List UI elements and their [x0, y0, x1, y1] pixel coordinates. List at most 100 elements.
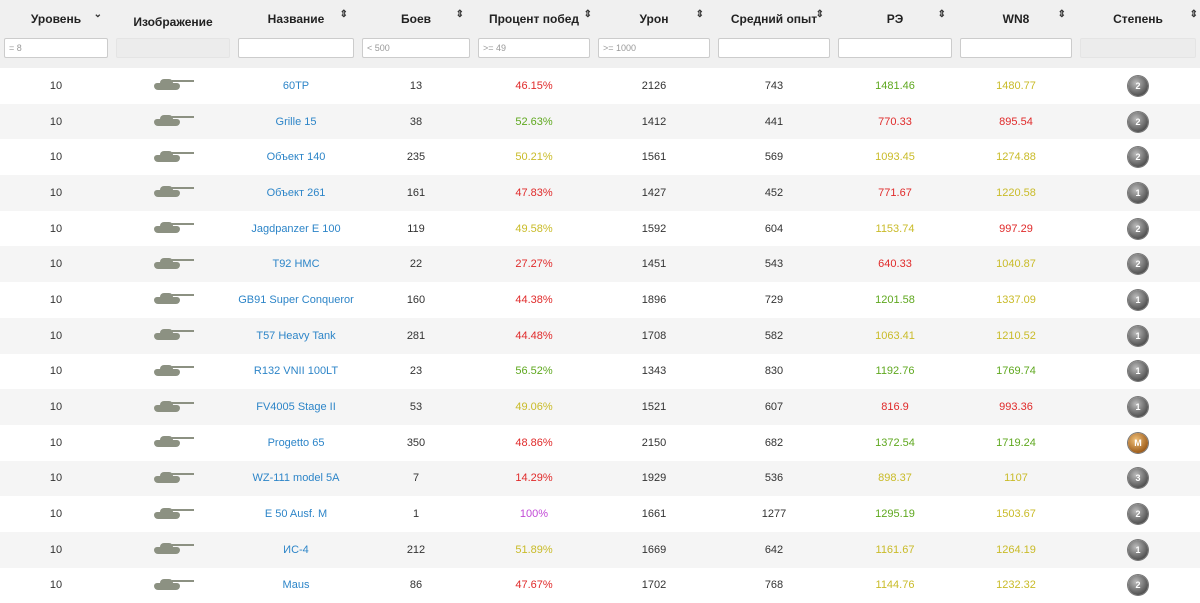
- winrate-cell: 100%: [519, 508, 549, 521]
- tank-name-link[interactable]: Jagdpanzer E 100: [251, 222, 341, 235]
- damage-filter[interactable]: [598, 38, 710, 58]
- tank-name-link[interactable]: T57 Heavy Tank: [256, 329, 336, 342]
- re-cell: 1153.74: [875, 222, 915, 235]
- tank-image: [112, 389, 234, 425]
- tank-name-link[interactable]: FV4005 Stage II: [256, 401, 336, 414]
- battles-cell: 350: [406, 436, 426, 449]
- winrate-cell: 14.29%: [515, 472, 553, 485]
- xp-cell: 642: [764, 543, 784, 556]
- table-row[interactable]: 10 FV4005 Stage II 53 49.06% 1521 607 81…: [0, 389, 1200, 425]
- tank-name-link[interactable]: WZ-111 model 5A: [252, 472, 340, 485]
- re-cell: 1481.46: [875, 79, 915, 92]
- table-row[interactable]: 10 E 50 Ausf. M 1 100% 1661 1277 1295.19…: [0, 496, 1200, 532]
- table-row[interactable]: 10 ИС-4 212 51.89% 1669 642 1161.67 1264…: [0, 531, 1200, 568]
- tank-image: [112, 175, 234, 211]
- tank-name-link[interactable]: Объект 140: [266, 151, 326, 164]
- tank-image: [112, 211, 234, 247]
- tank-image: [112, 461, 234, 497]
- sort-icon: ⇕: [695, 9, 704, 20]
- winrate-cell: 47.83%: [515, 186, 553, 199]
- mastery-badge-icon: 2: [1128, 218, 1148, 239]
- filter-row: [0, 38, 1200, 68]
- mastery-cell: 2: [1076, 211, 1200, 247]
- mastery-cell: M: [1076, 425, 1200, 461]
- level-filter[interactable]: [4, 38, 108, 58]
- tank-name-link[interactable]: Grille 15: [275, 115, 317, 128]
- tank-name-link[interactable]: E 50 Ausf. M: [264, 508, 328, 521]
- battles-cell: 119: [407, 222, 425, 235]
- level-cell: 10: [49, 436, 63, 449]
- tank-image: [112, 354, 234, 390]
- tank-image: [112, 282, 234, 318]
- table-row[interactable]: 10 Grille 15 38 52.63% 1412 441 770.33 8…: [0, 103, 1200, 140]
- wn8-filter[interactable]: [960, 38, 1072, 58]
- table-row[interactable]: 10 T57 Heavy Tank 281 44.48% 1708 582 10…: [0, 317, 1200, 354]
- tank-name-link[interactable]: T92 HMC: [272, 258, 320, 271]
- tank-name-link[interactable]: R132 VNII 100LT: [253, 365, 339, 378]
- table-row[interactable]: 10 Объект 261 161 47.83% 1427 452 771.67…: [0, 175, 1200, 211]
- sort-icon: ⇕: [1189, 9, 1198, 20]
- header-row: Уровень ⌄ Изображение Название ⇕ Боев ⇕ Про…: [0, 0, 1200, 38]
- level-cell: 10: [49, 79, 63, 92]
- re-cell: 1161.67: [875, 543, 915, 556]
- mastery-cell: 2: [1076, 568, 1200, 603]
- header-re[interactable]: РЭ ⇕: [834, 0, 956, 38]
- table-row[interactable]: 10 R132 VNII 100LT 23 56.52% 1343 830 11…: [0, 354, 1200, 390]
- header-name[interactable]: Название ⇕: [234, 0, 358, 38]
- tank-icon: [148, 541, 198, 555]
- mastery-cell: 3: [1076, 461, 1200, 497]
- table-row[interactable]: 10 Maus 86 47.67% 1702 768 1144.76 1232.…: [0, 568, 1200, 603]
- tank-image: [112, 246, 234, 282]
- mastery-cell: 1: [1076, 389, 1200, 425]
- xp-cell: 604: [764, 222, 784, 235]
- wn8-cell: 1480.77: [996, 79, 1036, 92]
- tank-image: [112, 139, 234, 175]
- tank-name-link[interactable]: ИС-4: [283, 543, 309, 556]
- table-row[interactable]: 10 60TP 13 46.15% 2126 743 1481.46 1480.…: [0, 68, 1200, 104]
- mastery-badge-icon: 1: [1128, 325, 1148, 346]
- mastery-badge-icon: 1: [1128, 289, 1148, 310]
- xp-cell: 582: [764, 329, 784, 342]
- xp-filter[interactable]: [718, 38, 830, 58]
- battles-cell: 86: [409, 579, 423, 592]
- level-cell: 10: [49, 258, 63, 271]
- tank-name-link[interactable]: GB91 Super Conqueror: [238, 293, 354, 306]
- tank-name-link[interactable]: 60TP: [282, 79, 310, 92]
- mastery-cell: 2: [1076, 496, 1200, 532]
- mastery-filter-disabled: [1080, 38, 1196, 58]
- name-filter[interactable]: [238, 38, 354, 58]
- header-winrate[interactable]: Процент побед ⇕: [474, 0, 594, 38]
- sort-icon: ⇕: [815, 9, 824, 20]
- level-cell: 10: [49, 329, 63, 342]
- tank-name-link[interactable]: Maus: [282, 579, 310, 592]
- header-level[interactable]: Уровень ⌄: [0, 0, 112, 38]
- battles-filter[interactable]: [362, 38, 470, 58]
- header-wn8[interactable]: WN8 ⇕: [956, 0, 1076, 38]
- tank-image: [112, 68, 234, 104]
- header-xp[interactable]: Средний опыт ⇕: [714, 0, 834, 38]
- table-row[interactable]: 10 Объект 140 235 50.21% 1561 569 1093.4…: [0, 139, 1200, 175]
- table-row[interactable]: 10 Jagdpanzer E 100 119 49.58% 1592 604 …: [0, 211, 1200, 247]
- mastery-badge-icon: M: [1128, 432, 1148, 453]
- table-row[interactable]: 10 GB91 Super Conqueror 160 44.38% 1896 …: [0, 282, 1200, 318]
- mastery-cell: 2: [1076, 68, 1200, 104]
- tank-icon: [148, 291, 198, 305]
- damage-cell: 1669: [641, 543, 667, 556]
- header-battles[interactable]: Боев ⇕: [358, 0, 474, 38]
- damage-cell: 2126: [641, 79, 667, 92]
- re-cell: 1295.19: [875, 508, 915, 521]
- header-damage[interactable]: Урон ⇕: [594, 0, 714, 38]
- table-row[interactable]: 10 WZ-111 model 5A 7 14.29% 1929 536 898…: [0, 460, 1200, 497]
- winrate-filter[interactable]: [478, 38, 590, 58]
- header-mastery[interactable]: Степень ⇕: [1076, 0, 1200, 38]
- tank-name-link[interactable]: Объект 261: [266, 186, 326, 199]
- tank-name-link[interactable]: Progetto 65: [267, 436, 325, 449]
- tank-icon: [148, 399, 198, 413]
- tank-icon: [148, 434, 198, 448]
- wn8-cell: 1719.24: [996, 436, 1036, 449]
- wn8-cell: 1337.09: [996, 293, 1036, 306]
- table-row[interactable]: 10 T92 HMC 22 27.27% 1451 543 640.33 104…: [0, 246, 1200, 283]
- re-filter[interactable]: [838, 38, 952, 58]
- damage-cell: 1561: [641, 151, 667, 164]
- table-row[interactable]: 10 Progetto 65 350 48.86% 2150 682 1372.…: [0, 425, 1200, 461]
